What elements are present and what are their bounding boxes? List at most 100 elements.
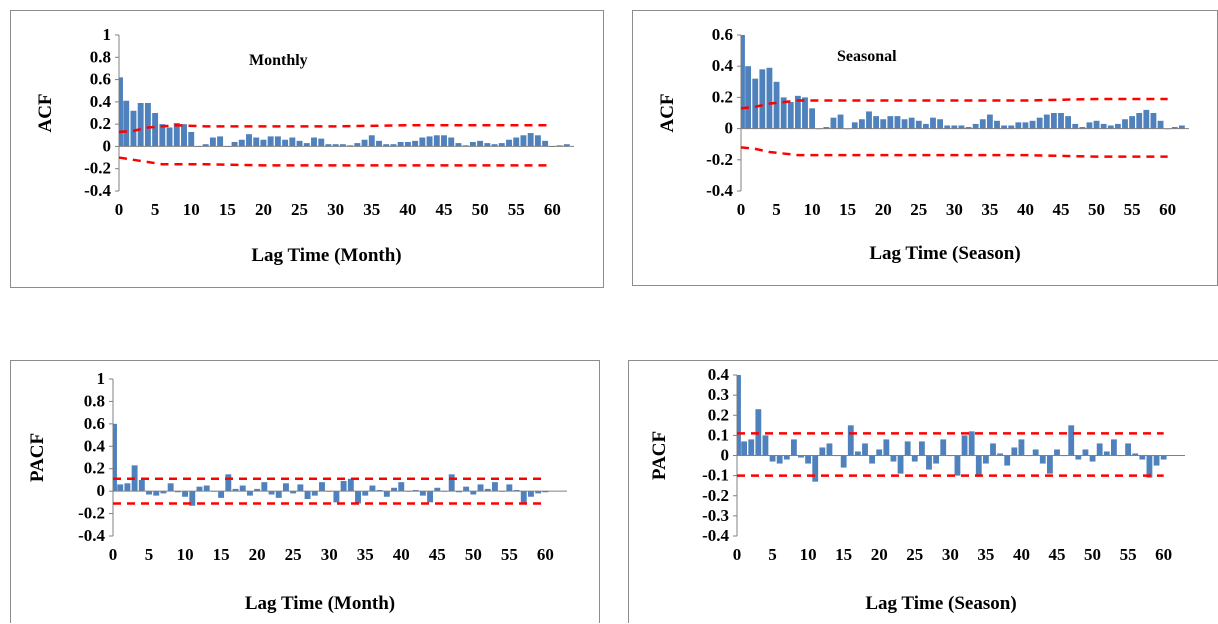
bar <box>887 116 894 129</box>
bar <box>762 435 769 456</box>
x-tick-label: 25 <box>910 200 927 219</box>
bar <box>894 116 901 129</box>
y-tick-label: -0.4 <box>706 181 733 200</box>
pacf-monthly-chart: 1 0.8 0.6 0.4 0.2 0 -0.2 -0.4 0 5 10 15 20 25 30 35 40 45… <box>10 360 600 623</box>
bar <box>181 124 187 147</box>
bar <box>1001 125 1008 129</box>
bar <box>491 482 498 492</box>
x-tick-label: 40 <box>399 200 416 219</box>
chart-annotation: Seasonal <box>837 48 897 65</box>
bar <box>954 455 961 476</box>
bar <box>994 120 1000 129</box>
bar <box>419 137 426 147</box>
bar <box>773 81 780 129</box>
bar <box>1082 449 1089 456</box>
x-axis-title: Lag Time (Season) <box>869 243 1020 264</box>
bar <box>296 140 303 147</box>
bar <box>1068 425 1075 456</box>
bar <box>748 439 755 456</box>
bar <box>563 144 570 147</box>
x-tick-label: 0 <box>115 200 124 219</box>
bar <box>982 455 989 464</box>
x-tick-label: 0 <box>733 545 742 564</box>
x-tick-label: 5 <box>768 545 777 564</box>
bar <box>1089 455 1096 462</box>
bar <box>398 482 405 492</box>
bar <box>1096 443 1103 456</box>
y-tick-label: -0.4 <box>702 526 729 545</box>
x-tick-label: 25 <box>285 545 302 564</box>
bar <box>318 138 325 147</box>
bar <box>477 140 484 147</box>
x-axis-title: Lag Time (Season) <box>865 593 1016 614</box>
x-tick-label: 15 <box>835 545 852 564</box>
bar <box>152 113 159 147</box>
bar <box>1043 114 1050 129</box>
bar <box>922 123 929 129</box>
bar <box>975 455 982 476</box>
x-tick-label: 35 <box>363 200 380 219</box>
x-tick-label: 25 <box>906 545 923 564</box>
y-tick-label: 0 <box>103 136 112 155</box>
bar <box>196 486 203 492</box>
bar <box>1093 120 1100 129</box>
y-tick-label: 0.2 <box>712 87 733 106</box>
x-tick-label: 20 <box>249 545 266 564</box>
bar <box>759 69 766 129</box>
bar <box>890 455 897 462</box>
bar <box>426 136 433 147</box>
bar <box>1050 113 1057 129</box>
x-tick-label: 10 <box>800 545 817 564</box>
bar <box>339 144 346 147</box>
bar <box>908 117 915 129</box>
bar <box>798 455 804 458</box>
bar <box>1075 455 1082 460</box>
bar <box>1100 123 1107 129</box>
bar <box>254 488 261 492</box>
bar <box>542 140 549 147</box>
bar <box>160 491 167 494</box>
x-tick-label: 45 <box>429 545 446 564</box>
bar <box>355 491 361 504</box>
bar <box>876 449 883 456</box>
x-tick-label: 50 <box>472 200 489 219</box>
x-tick-label: 55 <box>1120 545 1137 564</box>
bar <box>231 141 238 147</box>
bar <box>776 455 783 464</box>
bar <box>239 485 246 492</box>
x-tick-label: 20 <box>255 200 272 219</box>
bar <box>1072 123 1079 129</box>
bar <box>427 491 434 503</box>
bar <box>958 125 965 129</box>
x-tick-label: 55 <box>501 545 518 564</box>
bar <box>332 144 339 147</box>
bar <box>506 139 512 147</box>
bar <box>390 144 397 147</box>
bar <box>513 137 520 147</box>
x-tick-label: 40 <box>1013 545 1030 564</box>
bar <box>1150 113 1157 129</box>
x-tick-label: 0 <box>737 200 746 219</box>
x-tick-label: 50 <box>1088 200 1105 219</box>
bar <box>383 491 390 497</box>
y-tick-label: 0.8 <box>90 47 111 66</box>
acf-seasonal-plot: 0.60.40.20-0.2-0.40 5 10 15 20 25 30 35 40 45 50 55… <box>657 25 1189 264</box>
bar <box>448 137 455 147</box>
bar <box>362 491 369 496</box>
bar <box>826 443 833 456</box>
bar <box>246 491 253 496</box>
bar <box>434 487 441 492</box>
bar <box>933 455 940 464</box>
bar <box>506 484 513 492</box>
bar <box>297 484 304 492</box>
bar <box>174 491 181 493</box>
bar <box>347 145 354 147</box>
bar <box>535 491 542 494</box>
bar <box>209 137 216 147</box>
bar <box>1110 439 1117 456</box>
pacf-monthly-plot: 10.80.60.40.20-0.2-0.40 5 10 15 20 25 30 35 40 45… <box>27 369 567 614</box>
bar <box>847 425 854 456</box>
bar <box>769 455 776 462</box>
bar <box>433 135 440 147</box>
bar <box>274 136 281 147</box>
